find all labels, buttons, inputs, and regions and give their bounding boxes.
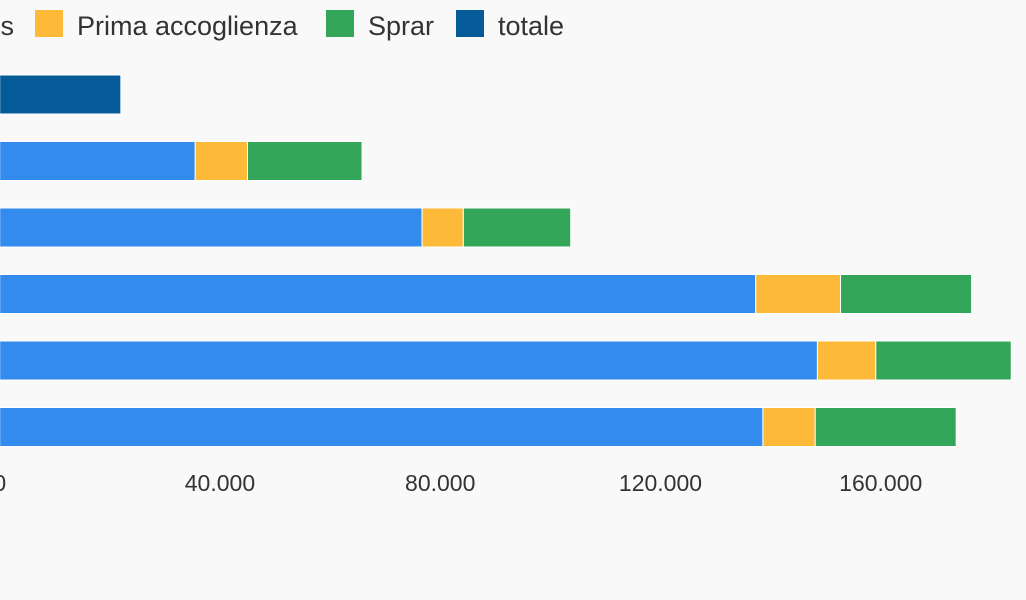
legend-label-sprar: Sprar — [368, 11, 434, 41]
legend-swatch-totale — [456, 10, 484, 37]
bar-row-5-s — [0, 340, 818, 381]
x-tick-label: 80.000 — [405, 470, 475, 496]
x-tick-label: 40.000 — [185, 470, 255, 496]
bar-row-2-prima-accoglienza — [194, 141, 248, 181]
bar-row-6-prima-accoglienza — [762, 407, 816, 447]
legend-label-s: s — [1, 11, 15, 41]
bar-row-3-s — [0, 207, 423, 248]
bar-row-2-s — [0, 141, 196, 181]
bar-row-1-totale — [0, 74, 122, 115]
legend-label-prima-accoglienza: Prima accoglienza — [77, 11, 299, 41]
bars — [0, 74, 1012, 447]
bar-row-4-s — [0, 274, 757, 314]
bar-row-6-s — [0, 407, 764, 447]
bar-row-4-sprar — [840, 274, 973, 314]
x-tick-label: 0 — [0, 470, 6, 496]
legend-swatch-prima-accoglienza — [35, 10, 63, 37]
legend-swatch-sprar — [326, 10, 354, 37]
x-tick-label: 120.000 — [619, 470, 702, 496]
bar-row-5-sprar — [875, 340, 1012, 381]
legend: s Prima accoglienza Sprar totale — [1, 10, 564, 41]
bar-row-5-prima-accoglienza — [816, 340, 877, 381]
bar-row-6-sprar — [814, 407, 957, 447]
x-tick-label: 160.000 — [839, 470, 922, 496]
bar-row-3-prima-accoglienza — [421, 207, 464, 248]
bar-row-2-sprar — [246, 141, 363, 181]
bar-row-4-prima-accoglienza — [755, 274, 842, 314]
legend-label-totale: totale — [498, 11, 564, 41]
bar-row-3-sprar — [462, 207, 572, 248]
